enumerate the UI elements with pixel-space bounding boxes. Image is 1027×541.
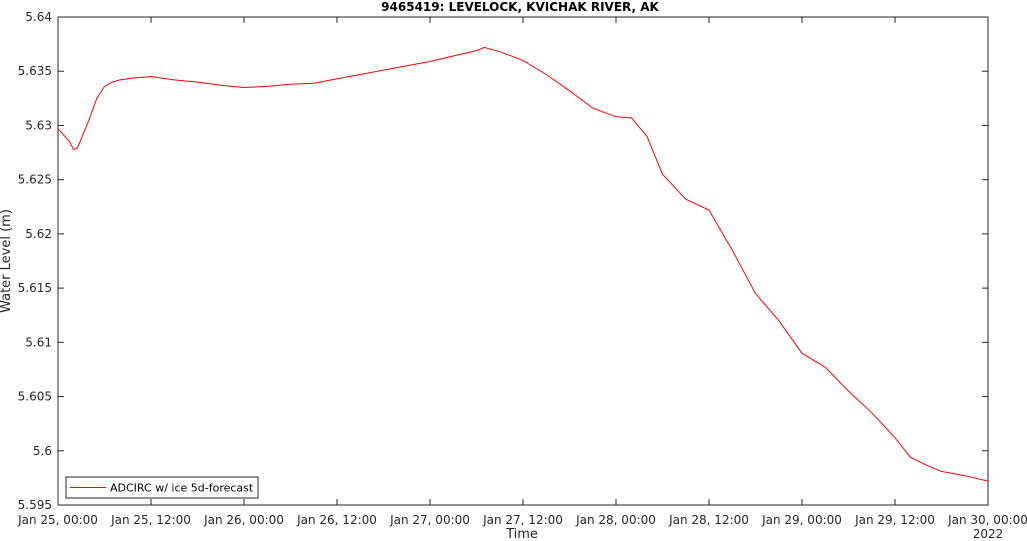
y-tick-label: 5.63 [25, 118, 52, 132]
x-tick-label: Jan 26, 00:00 [203, 513, 284, 527]
x-tick-label: Jan 28, 12:00 [668, 513, 749, 527]
series-line-0 [57, 46, 989, 482]
y-tick-label: 5.595 [18, 498, 52, 512]
legend: ADCIRC w/ ice 5d-forecast [65, 476, 259, 499]
x-tick-label: Jan 26, 12:00 [296, 513, 377, 527]
x-tick-label: Jan 27, 12:00 [482, 513, 563, 527]
x-axis: Jan 25, 00:00 Jan 25, 12:00 Jan 26, 00:00 J… [17, 17, 1027, 527]
plot-area [57, 16, 989, 506]
x-tick-label: Jan 28, 00:00 [575, 513, 656, 527]
y-tick-label: 5.61 [25, 335, 52, 349]
x-tick-label: Jan 29, 00:00 [761, 513, 842, 527]
y-tick-label: 5.6 [33, 444, 52, 458]
y-tick-label: 5.635 [18, 64, 52, 78]
y-axis: 5.595 5.6 5.605 5.61 5.615 5.62 5.625 5.63 5.635… [18, 10, 988, 512]
x-tick-label: Jan 25, 00:00 [17, 513, 98, 527]
x-axis-year-label: 2022 [973, 527, 1004, 541]
x-tick-label: Jan 29, 12:00 [854, 513, 935, 527]
y-tick-label: 5.64 [25, 10, 52, 24]
x-tick-label: Jan 25, 12:00 [110, 513, 191, 527]
y-tick-label: 5.605 [18, 390, 52, 404]
y-tick-label: 5.625 [18, 173, 52, 187]
x-axis-title: Time [505, 527, 538, 541]
y-tick-label: 5.62 [25, 227, 52, 241]
x-tick-label: Jan 30, 00:00 [947, 513, 1027, 527]
legend-label: ADCIRC w/ ice 5d-forecast [110, 482, 254, 495]
chart-title: 9465419: LEVELOCK, KVICHAK RIVER, AK [381, 0, 659, 14]
x-tick-label: Jan 27, 00:00 [389, 513, 470, 527]
series-layer [57, 46, 989, 482]
y-axis-title: Water Level (m) [0, 209, 14, 313]
legend-box [65, 476, 259, 499]
y-tick-label: 5.615 [18, 281, 52, 295]
